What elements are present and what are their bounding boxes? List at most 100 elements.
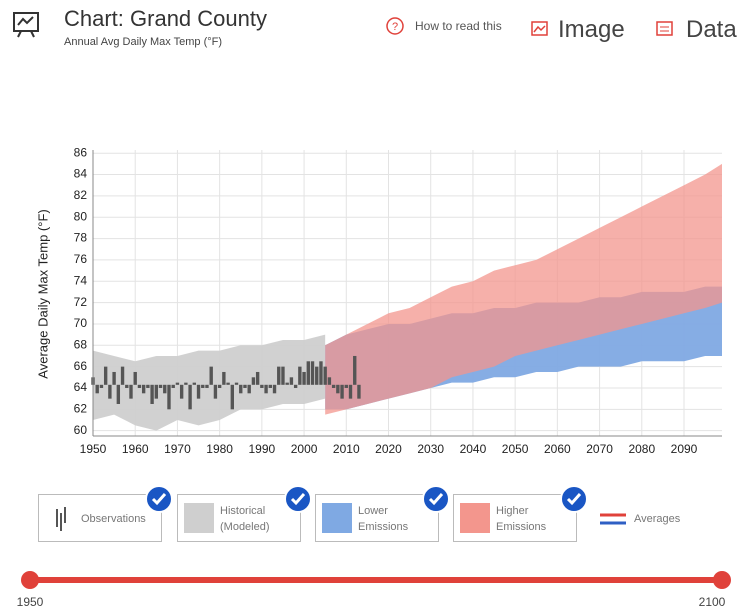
observation-bar [125,384,129,388]
observation-bar [353,355,357,385]
legend-check[interactable] [422,485,450,513]
slider-handle[interactable] [21,571,39,589]
x-tick-label: 2000 [291,442,318,456]
observation-bar [230,384,234,410]
legend-item[interactable]: Observations [38,485,173,542]
slider[interactable]: 1950 2100 [0,560,743,613]
observation-bar [255,371,260,385]
observation-bar [222,371,226,385]
x-tick-label: 2050 [502,442,529,456]
observation-bar [120,366,125,385]
legend-item[interactable]: Lower Emissions [315,485,450,542]
observation-bar [217,384,222,388]
legend-check[interactable] [284,485,312,513]
slider-end-label: 2100 [699,595,726,609]
observation-bar [344,384,348,388]
data-icon[interactable] [655,20,675,40]
observation-bar [175,382,180,385]
observation-bar [209,366,213,385]
y-tick-label: 76 [74,252,88,266]
observation-bar [116,384,121,404]
y-tick-label: 82 [74,188,88,202]
observation-bar [298,366,302,385]
observation-bar [260,384,264,388]
observation-bar [272,384,277,394]
x-tick-label: 1970 [164,442,191,456]
x-tick-label: 2060 [544,442,571,456]
image-button[interactable]: Image [558,16,625,43]
observation-bar [234,382,239,385]
observation-bar [357,384,361,399]
legend-swatch [460,503,490,533]
observation-bar [154,384,159,399]
y-tick-label: 74 [74,273,88,287]
observation-bar [196,384,201,399]
legend-label: Historical (Modeled) [220,505,270,533]
observation-bar [285,382,289,385]
observation-bar [327,377,332,385]
x-tick-label: 2010 [333,442,360,456]
observation-bar [239,384,243,394]
legend-label: Observations [81,513,146,525]
observation-bar [167,384,171,410]
legend-averages[interactable]: Averages [600,510,720,530]
band-area [325,163,722,415]
observation-bar [306,361,310,385]
observation-bar [323,366,327,385]
x-tick-label: 1980 [206,442,233,456]
legend-swatch [45,503,75,533]
chart: Average Daily Max Temp (°F) 60 62 64 66 68 70… [35,145,722,456]
legend-check[interactable] [560,485,588,513]
observation-bar [99,384,104,388]
help-link[interactable]: How to read this [415,19,502,33]
legend-check[interactable] [145,485,173,513]
legend-swatch [322,503,352,533]
observation-bar [315,366,319,385]
observation-bar [141,384,146,394]
x-tick-label: 2090 [671,442,698,456]
observation-bar [150,384,154,404]
observation-bar [108,384,112,399]
y-tick-label: 64 [74,380,88,394]
observation-bar [137,384,142,388]
legend-item[interactable]: Historical (Modeled) [177,485,312,542]
observation-bar [293,384,298,388]
observation-bar [310,361,315,385]
y-tick-label: 70 [74,316,88,330]
observation-bar [171,384,175,388]
observation-bar [213,384,218,399]
observation-bar [205,384,209,388]
observation-bar [247,384,251,394]
y-tick-label: 60 [74,423,88,437]
observation-bar [103,366,108,385]
x-tick-label: 1990 [249,442,276,456]
observation-bar [336,384,340,394]
x-tick-label: 2080 [628,442,655,456]
slider-handle[interactable] [713,571,731,589]
observation-bar [264,384,268,394]
y-tick-label: 72 [74,295,88,309]
x-tick-label: 2020 [375,442,402,456]
observation-bar [129,384,133,399]
y-tick-label: 62 [74,401,88,415]
help-icon[interactable]: ? [385,16,405,36]
observation-bar [158,384,163,388]
observation-bar [340,384,344,399]
legend-item[interactable]: Higher Emissions [453,485,588,542]
observation-bar [277,366,281,385]
data-button[interactable]: Data [686,16,737,43]
image-icon[interactable] [530,20,550,40]
observation-bar [192,382,197,385]
x-tick-label: 2070 [586,442,613,456]
band-area [93,334,326,431]
y-tick-label: 68 [74,337,88,351]
legend-label: Averages [634,513,681,525]
observation-bar [331,384,336,388]
observation-bar [184,382,188,385]
legend-label: Higher Emissions [496,505,547,533]
chart-icon [13,12,39,38]
svg-text:?: ? [392,21,398,33]
x-tick-label: 2030 [417,442,444,456]
x-tick-label: 1960 [122,442,149,456]
y-tick-label: 86 [74,145,88,159]
